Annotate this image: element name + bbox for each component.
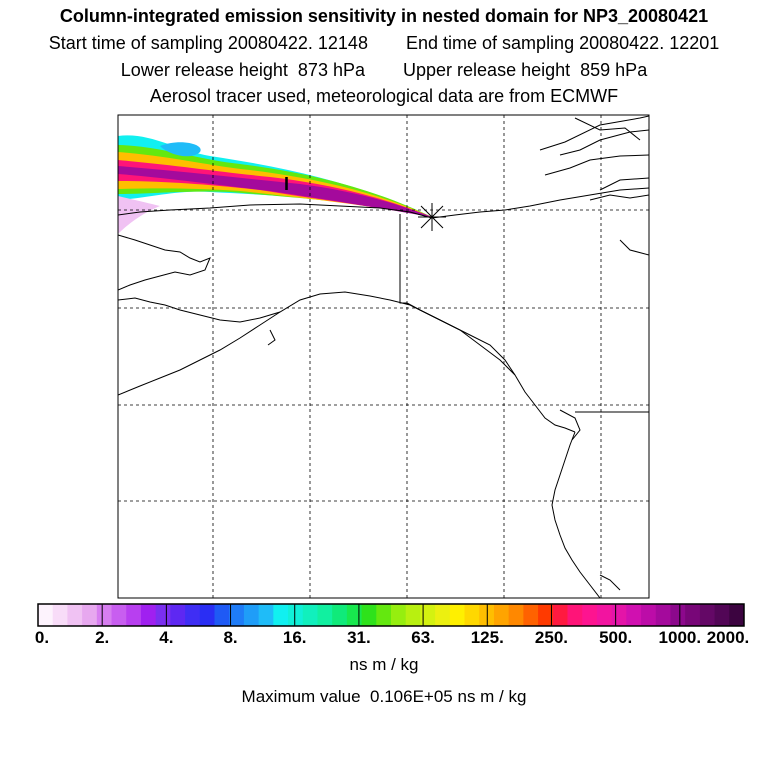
trajectory-label: I [284, 174, 289, 194]
lower-height-value: 873 hPa [297, 60, 365, 80]
colorbar-swatch [655, 604, 671, 626]
colorbar-swatch [538, 604, 554, 626]
colorbar-tick-label: 500. [599, 628, 633, 647]
colorbar-swatch [699, 604, 716, 626]
colorbar-tick-label: 63. [411, 628, 435, 647]
colorbar-swatch [38, 604, 54, 626]
start-time-value: 20080422. 12148 [227, 33, 368, 53]
political-border [399, 214, 649, 413]
colorbar-tick-label: 8. [223, 628, 238, 647]
sampling-time-line: Start time of sampling 20080422. 12148 E… [0, 33, 768, 54]
end-time-value: 20080422. 12201 [579, 33, 720, 53]
colorbar-swatch [464, 604, 480, 626]
colorbar-swatch [317, 604, 333, 626]
colorbar-swatch [273, 604, 289, 626]
colorbar-swatch [729, 604, 745, 626]
maximum-value-line: Maximum value 0.106E+05 ns m / kg [0, 687, 768, 707]
colorbar-swatch [302, 604, 318, 626]
colorbar-swatch [670, 604, 686, 626]
colorbar-swatch [523, 604, 539, 626]
colorbar-swatch [155, 604, 171, 626]
colorbar-swatch [82, 604, 98, 626]
start-time-label: Start time of sampling [48, 33, 223, 53]
star-burst-icon [418, 203, 446, 231]
colorbar-swatch [185, 604, 201, 626]
upper-height-label: Upper release height [403, 60, 571, 80]
release-height-line: Lower release height 873 hPa Upper relea… [0, 60, 768, 81]
colorbar-tick-label: 0. [34, 628, 50, 647]
colorbar-swatch [243, 604, 260, 626]
colorbar-swatch [52, 604, 68, 626]
colorbar-tick-label: 4. [159, 628, 174, 647]
colorbar-swatch [508, 604, 524, 626]
colorbar-swatch [214, 604, 230, 626]
colorbar-swatch [96, 604, 113, 626]
colorbar-swatch [258, 604, 274, 626]
colorbar-tick-label: 31. [347, 628, 371, 647]
plot-title: Column-integrated emission sensitivity i… [59, 6, 709, 26]
colorbar-swatch [140, 604, 157, 626]
colorbar-swatch [641, 604, 657, 626]
max-value-label: Maximum value [241, 687, 361, 706]
colorbar-swatch [126, 604, 142, 626]
colorbar-tick-label: 125. [470, 628, 504, 647]
colorbar-tick-label: 250. [534, 628, 568, 647]
colorbar-swatch [405, 604, 421, 626]
map-frame [117, 114, 650, 599]
colorbar-swatch [332, 604, 348, 626]
lat-lon-grid [118, 115, 649, 598]
colorbar-swatch [626, 604, 642, 626]
colorbar-swatch [567, 604, 583, 626]
coastline [118, 115, 649, 598]
colorbar-swatch [493, 604, 510, 626]
colorbar-swatch [596, 604, 613, 626]
colorbar-swatch [170, 604, 186, 626]
colorbar-tick-label: 2. [95, 628, 110, 647]
colorbar-swatch [582, 604, 598, 626]
colorbar-swatch [376, 604, 392, 626]
map-area: I [118, 115, 649, 598]
end-time-label: End time of sampling [406, 33, 575, 53]
colorbar-swatch [685, 604, 701, 626]
colorbar-swatch [611, 604, 627, 626]
colorbar-swatch [67, 604, 83, 626]
colorbar-swatch [714, 604, 730, 626]
lower-height-label: Lower release height [120, 60, 288, 80]
colorbar-swatch [552, 604, 568, 626]
emission-sensitivity-plume [118, 135, 432, 234]
colorbar-swatch [229, 604, 245, 626]
colorbar-swatch [288, 604, 304, 626]
colorbar-frame [37, 603, 745, 627]
colorbar-tick-label: 16. [282, 628, 307, 647]
colorbar-tick-label: 2000. [706, 628, 750, 647]
colorbar-swatch [449, 604, 466, 626]
max-value: 0.106E+05 ns m / kg [370, 687, 527, 706]
colorbar-swatch [111, 604, 127, 626]
colorbar-units: ns m / kg [349, 655, 419, 674]
upper-height-value: 859 hPa [580, 60, 648, 80]
colorbar [37, 603, 745, 627]
colorbar-tick-label: 1000. [658, 628, 702, 647]
tracer-info: Aerosol tracer used, meteorological data… [149, 86, 619, 106]
colorbar-swatch [199, 604, 215, 626]
colorbar-swatch [391, 604, 407, 626]
colorbar-swatch [435, 604, 451, 626]
colorbar-swatch [346, 604, 363, 626]
colorbar-swatch [361, 604, 377, 626]
colorbar-swatch [420, 604, 436, 626]
